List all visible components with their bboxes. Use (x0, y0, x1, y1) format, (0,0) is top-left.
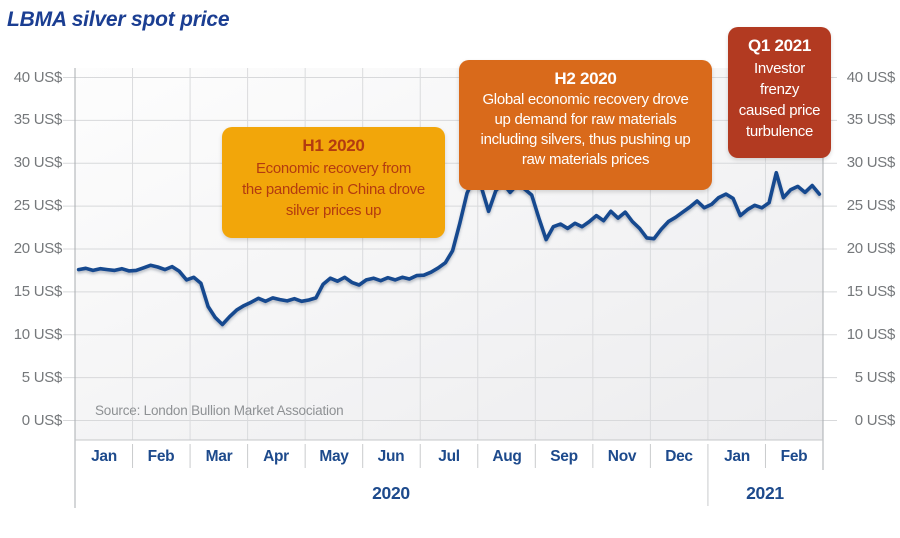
annotation-heading: Q1 2021 (747, 36, 812, 55)
page-title: LBMA silver spot price (7, 8, 230, 31)
annotation-heading: H2 2020 (554, 69, 617, 88)
silver-price-line (76, 170, 822, 327)
annotation-q1-2021: Q1 2021 Investor frenzy caused price turbul… (728, 27, 831, 158)
annotation-body: Economic recovery from the pandemic in Ch… (242, 160, 425, 219)
annotation-h2-2020: H2 2020 Global economic recovery drove up… (459, 60, 712, 190)
annotation-h1-2020: H1 2020 Economic recovery from the pandem… (222, 127, 445, 238)
source-note: Source: London Bullion Market Associatio… (95, 403, 344, 418)
annotation-body: Investor frenzy caused price turbulence (738, 60, 821, 140)
annotation-body: Global economic recovery drove up demand … (480, 91, 691, 168)
annotation-heading: H1 2020 (302, 136, 365, 155)
